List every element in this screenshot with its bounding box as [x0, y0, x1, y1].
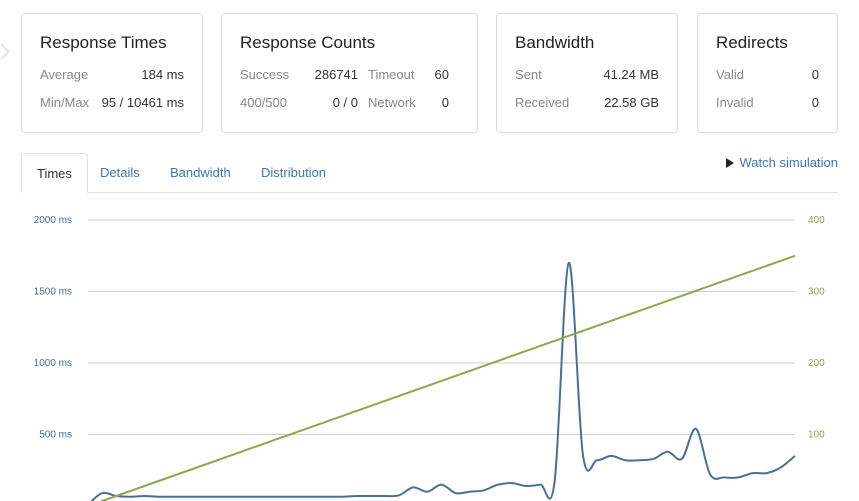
network-label: Network: [368, 95, 416, 110]
average-value: 184 ms: [141, 67, 184, 82]
tab-times[interactable]: Times: [21, 153, 88, 193]
response-times-title: Response Times: [40, 33, 167, 52]
redirects-title: Redirects: [716, 33, 788, 52]
response-time-series-line: [90, 261, 796, 501]
left-axis-ticks: 2000 ms 1500 ms 1000 ms 500 ms: [34, 215, 72, 441]
received-label: Received: [515, 95, 570, 110]
right-axis-tick-label: 200: [808, 358, 825, 369]
tab-distribution[interactable]: Distribution: [261, 165, 327, 180]
chart-tabs: Times Details Bandwidth Distribution: [21, 153, 838, 193]
response-time-chart: 2000 ms 1500 ms 1000 ms 500 ms 400 300 200 100: [34, 215, 825, 501]
minmax-value: 95 / 10461 ms: [101, 95, 184, 110]
watch-simulation-label: Watch simulation: [739, 155, 839, 170]
bandwidth-title: Bandwidth: [515, 33, 595, 52]
users-series-line: [99, 254, 796, 501]
timeout-value: 60: [434, 67, 449, 82]
invalid-label: Invalid: [716, 95, 754, 110]
valid-value: 0: [811, 67, 819, 82]
sent-value: 41.24 MB: [603, 67, 659, 82]
minmax-label: Min/Max: [40, 95, 90, 110]
response-counts-card: Response Counts Success 286741 Timeout 6…: [221, 13, 478, 133]
left-axis-tick-label: 1500 ms: [34, 287, 72, 298]
left-axis-tick-label: 500 ms: [39, 430, 72, 441]
left-axis-tick-label: 2000 ms: [34, 215, 72, 226]
response-times-card: Response Times Average 184 ms Min/Max 95…: [21, 13, 203, 133]
errors-value: 0 / 0: [332, 95, 358, 110]
right-axis-ticks: 400 300 200 100: [808, 215, 825, 441]
tab-details[interactable]: Details: [100, 165, 140, 180]
network-value: 0: [441, 95, 449, 110]
right-axis-tick-label: 300: [808, 287, 825, 298]
redirects-card: Redirects Valid 0 Invalid 0: [697, 13, 838, 133]
right-axis-tick-label: 100: [808, 430, 825, 441]
valid-label: Valid: [716, 67, 744, 82]
bandwidth-card: Bandwidth Sent 41.24 MB Received 22.58 G…: [496, 13, 678, 133]
left-axis-tick-label: 1000 ms: [34, 358, 72, 369]
response-counts-title: Response Counts: [240, 33, 376, 52]
success-value: 286741: [314, 67, 358, 82]
average-label: Average: [40, 67, 89, 82]
carousel-prev-icon[interactable]: [0, 43, 10, 60]
watch-simulation-link[interactable]: Watch simulation: [725, 155, 839, 170]
success-label: Success: [240, 67, 290, 82]
chart-series: [90, 254, 796, 501]
received-value: 22.58 GB: [604, 95, 659, 110]
timeout-label: Timeout: [368, 67, 415, 82]
invalid-value: 0: [811, 95, 819, 110]
play-icon: [725, 158, 734, 168]
sent-label: Sent: [515, 67, 542, 82]
errors-label: 400/500: [240, 95, 287, 110]
chart-grid: [88, 219, 795, 435]
right-axis-tick-label: 400: [808, 215, 825, 226]
tab-bandwidth[interactable]: Bandwidth: [170, 165, 231, 180]
